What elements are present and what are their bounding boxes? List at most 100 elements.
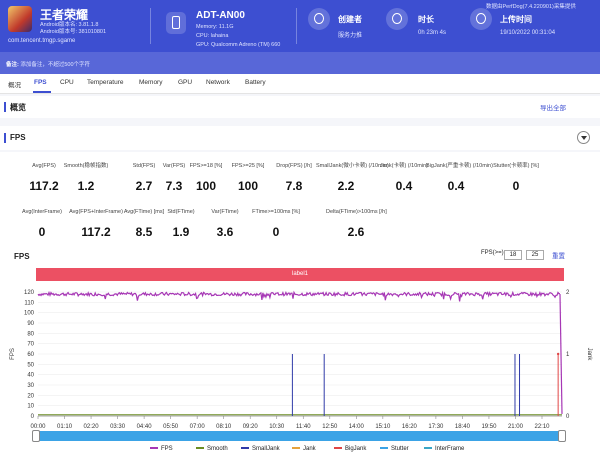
y-tick-label: 120 [24,290,35,296]
x-tick-label: 14:00 [349,424,365,430]
stat-fps-25: FPS>=25 [%] 100 [218,163,278,193]
fps-chart-title: FPS [14,252,30,261]
y-tick-label: 40 [27,373,34,379]
stat-label: Avg(FPS+InterFrame) [69,209,123,215]
legend-item[interactable]: BigJank [334,446,366,452]
y2-axis-title: Jank [586,348,592,362]
stat-value: 100 [237,179,259,193]
collapse-toggle-button[interactable] [577,131,590,144]
duration-label: 时长 [418,15,434,24]
x-tick-label: 19:50 [481,424,497,430]
x-tick-label: 15:10 [375,424,391,430]
game-name: 王者荣耀 [40,8,89,22]
stat-smalljank-10min: SmallJank(微小卡顿) (/10min) 2.2 [316,163,389,193]
y-tick-label: 100 [24,311,35,317]
user-icon [308,8,330,30]
stat-var-fps: Var(FPS) 7.3 [144,163,204,193]
legend-swatch [292,447,300,450]
y-axis-title: FPS [10,348,16,360]
legend-swatch [196,447,204,450]
tab-bar: 概况 FPS CPU Temperature Memory GPU Networ… [0,74,600,94]
legend-label: SmallJank [252,446,280,452]
stat-ftime-100ms: FTime>=100ms [%] 0 [246,209,306,239]
stat-smooth: Smooth(稳帧指数) 1.2 [56,163,116,193]
x-tick-label: 09:20 [243,424,259,430]
tab-overview[interactable]: 概况 [8,82,21,89]
fps-filter-input-a[interactable]: 18 [504,250,522,260]
stat-label: FPS>=18 [%] [189,163,223,169]
y-tick-label: 30 [27,383,34,389]
note-text[interactable]: 添加备注，不超过500个字符 [20,62,91,68]
stat-drop-fps-h: Drop(FPS) [/h] 7.8 [264,163,324,193]
stat-label: Avg(InterFrame) [22,209,62,215]
legend-swatch [380,447,388,450]
x-tick-label: 17:30 [428,424,444,430]
stat-label: SmallJank(微小卡顿) (/10min) [316,163,389,169]
duration-value: 0h 23m 4s [418,30,447,36]
legend-label: BigJank [345,446,367,452]
legend-item[interactable]: Stutter [380,446,409,452]
y2-tick-label: 0 [566,414,570,420]
divider [150,8,151,44]
legend-item[interactable]: Jank [292,446,316,452]
stat-label: FTime>=100ms [%] [252,209,300,215]
export-all-button[interactable]: 导出全部 [540,105,566,112]
android-version: Android版本名: 3.81.1.8 [40,22,99,28]
tab-temperature[interactable]: Temperature [87,79,124,86]
slider-handle-end[interactable] [558,430,566,442]
upload-value: 19/10/2022 00:31:04 [500,30,556,36]
x-tick-label: 05:50 [163,424,179,430]
time-range-slider[interactable] [32,430,566,442]
legend-item[interactable]: InterFrame [424,446,464,452]
stat-value: 0 [38,225,46,239]
slider-handle-start[interactable] [32,430,40,442]
note-bar[interactable]: 备注: 添加备注，不超过500个字符 [0,52,600,74]
y-tick-label: 70 [27,342,34,348]
section-marker [4,102,6,112]
tab-battery[interactable]: Battery [245,79,266,86]
y-tick-label: 80 [27,331,34,337]
legend-item[interactable]: FPS [150,446,173,452]
device-cpu: CPU: lahaina [196,33,229,39]
reset-button[interactable]: 重置 [552,253,565,260]
legend-swatch [334,447,342,450]
stat-label: Drop(FPS) [/h] [276,163,312,169]
stat-label: Avg(FPS) [32,163,56,169]
fps-end-drop [559,294,563,414]
legend-label: FPS [161,446,173,452]
y-tick-label: 10 [27,404,34,410]
tab-memory[interactable]: Memory [139,79,163,86]
legend-item[interactable]: Smooth [196,446,228,452]
phone-icon [166,12,186,34]
tab-gpu[interactable]: GPU [178,79,193,86]
stat-bigjank-10min: BigJank(严重卡顿) (/10min) 0.4 [426,163,493,193]
stat-value: 2.7 [135,179,153,193]
creator-label: 创建者 [338,15,362,24]
stat-label: BigJank(严重卡顿) (/10min) [426,163,493,169]
device-name: ADT-AN00 [196,10,245,21]
stat-label: Std(FTime) [167,209,195,215]
fps-section-header: FPS [0,126,600,150]
stat-std-fps: Std(FPS) 2.7 [114,163,174,193]
fps-filter-input-b[interactable]: 25 [526,250,544,260]
legend-item[interactable]: SmallJank [241,446,280,452]
clock-icon [386,8,408,30]
label-band[interactable]: label1 [36,268,564,281]
tab-cpu[interactable]: CPU [60,79,74,86]
tab-network[interactable]: Network [206,79,230,86]
android-code: Android版本号: 381010801 [40,29,107,35]
stat-avg-fps-interframe: Avg(FPS+InterFrame) 117.2 [66,209,126,239]
x-tick-label: 07:00 [190,424,206,430]
x-tick-label: 03:30 [110,424,126,430]
stat-delta-ftime-100ms-h: Delta(FTime)>100ms [/h] 2.6 [326,209,387,239]
tab-fps[interactable]: FPS [34,79,47,86]
y-tick-label: 0 [31,414,35,420]
stat-value: 117.2 [81,225,111,239]
chevron-down-icon [581,136,587,140]
upload-label: 上传时间 [500,15,532,24]
overview-title: 概览 [10,103,26,112]
stat-std-ftime: Std(FTime) 1.9 [151,209,211,239]
stat-value: 2.6 [347,225,365,239]
section-marker [4,133,6,143]
